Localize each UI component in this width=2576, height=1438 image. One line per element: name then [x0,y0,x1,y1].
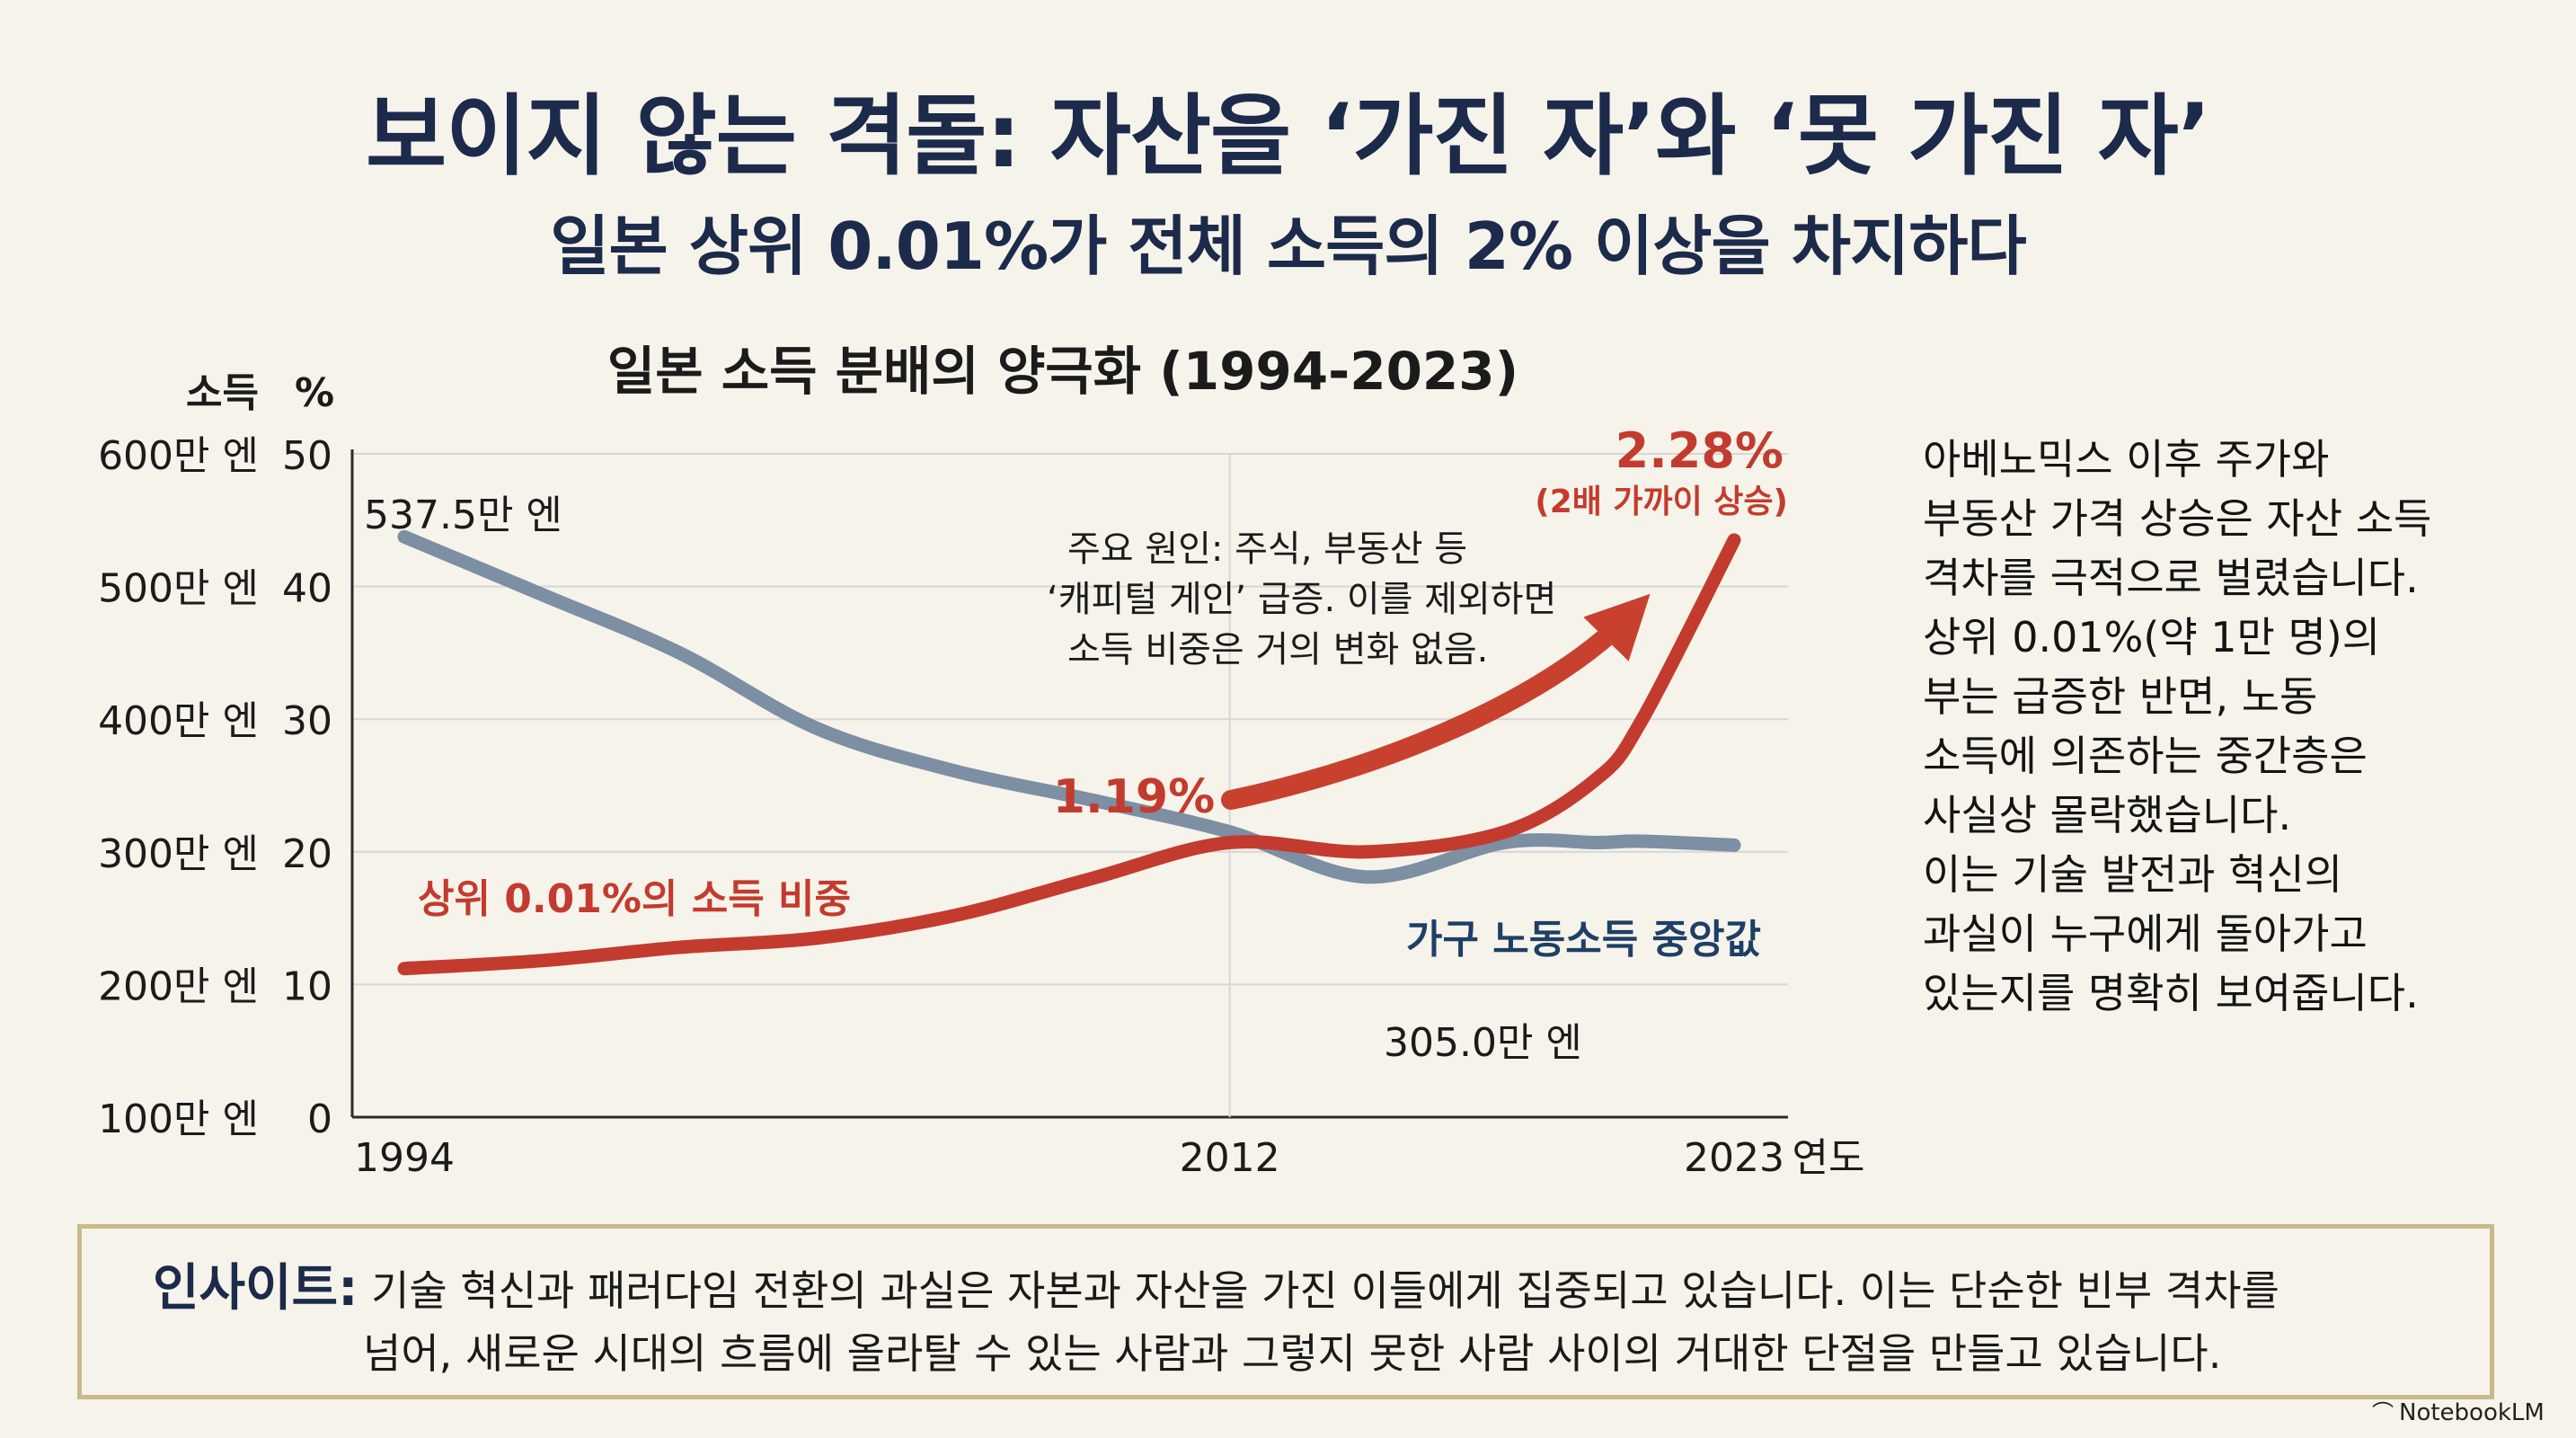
y-left-tick-label: 600만 엔 [98,433,259,479]
annotation-line: ‘캐피털 게인’ 급증. 이를 제외하면 [1047,579,1556,620]
notebooklm-logo-icon: ⌒ [2372,1400,2394,1425]
top-share-end-note: (2배 가까이 상승) [1535,484,1788,520]
insight-line-1: 인사이트: 기술 혁신과 패러다임 전환의 과실은 자본과 자산을 가진 이들에… [153,1247,2279,1320]
y-left-axis-label: 소득 [186,370,259,416]
side-text-line: 있는지를 명확히 보여줍니다. [1923,969,2419,1017]
side-text-line: 소득에 의존하는 중간층은 [1923,732,2368,780]
y-right-tick-label: 0 [307,1096,332,1142]
trend-arrow [1221,593,1651,810]
chart-title: 일본 소득 분배의 양극화 (1994-2023) [607,341,1518,402]
annotation-line: 소득 비중은 거의 변화 없음. [1067,629,1488,670]
y-left-tick-label: 500만 엔 [98,566,259,612]
side-text-line: 과실이 누구에게 돌아가고 [1923,910,2368,958]
insight-line-2: 넘어, 새로운 시대의 흐름에 올라탈 수 있는 사람과 그렇지 못한 사람 사… [363,1329,2222,1378]
y-left-tick-label: 200만 엔 [98,963,259,1009]
page-title: 보이지 않는 격돌: 자산을 ‘가진 자’와 ‘못 가진 자’ [366,85,2211,188]
y-left-tick-label: 300만 엔 [98,831,259,877]
y-right-tick-label: 30 [282,698,332,744]
y-right-tick-label: 40 [282,566,332,612]
x-tick-label: 1994 [354,1135,455,1181]
top-share-mid-value-label: 1.19% [1053,770,1215,824]
y-right-tick-label: 50 [282,433,332,479]
y-right-tick-label: 20 [282,831,332,877]
side-text-line: 상위 0.01%(약 1만 명)의 [1923,613,2381,661]
side-text-line: 격차를 극적으로 벌렸습니다. [1923,554,2419,602]
insight-label: 인사이트: [153,1259,359,1318]
y-left-tick-label: 100만 엔 [98,1096,259,1142]
side-text-line: 부는 급증한 반면, 노동 [1923,672,2318,721]
x-tick-label: 2012 [1180,1135,1280,1181]
y-right-tick-label: 10 [282,963,332,1009]
brand-badge: ⌒ NotebookLM [2372,1395,2545,1426]
top-share-end-value-label: 2.28% [1616,422,1784,479]
series-line-median-income [397,529,1741,884]
y-left-tick-label: 400만 엔 [98,698,259,744]
side-text-line: 이는 기술 발전과 혁신의 [1923,850,2343,899]
y-right-axis-label: % [295,370,334,416]
side-text-line: 아베노믹스 이후 주가와 [1923,435,2330,484]
side-text-line: 부동산 가격 상승은 자산 소득 [1923,494,2432,543]
side-text-line: 사실상 몰락했습니다. [1923,791,2292,839]
median-series-label: 가구 노동소득 중앙값 [1406,917,1761,963]
series-line-top-share [397,533,1741,976]
top-share-series-label: 상위 0.01%의 소득 비중 [418,876,851,922]
annotation-line: 주요 원인: 주식, 부동산 등 [1067,528,1467,570]
median-end-label: 305.0만 엔 [1384,1020,1582,1066]
x-axis-label: 연도 [1793,1135,1865,1181]
brand-label: NotebookLM [2399,1399,2545,1426]
insight-box [77,1224,2494,1399]
income-polarization-chart: 일본 소득 분배의 양극화 (1994-2023) 50 600만 엔 40 500만 … [98,341,1865,1181]
median-start-label: 537.5만 엔 [364,493,562,538]
x-tick-label: 2023 [1684,1135,1784,1181]
page-subtitle: 일본 상위 0.01%가 전체 소득의 2% 이상을 차지하다 [550,209,2027,284]
insight-text-1: 기술 혁신과 패러다임 전환의 과실은 자본과 자산을 가진 이들에게 집중되고… [358,1266,2279,1315]
